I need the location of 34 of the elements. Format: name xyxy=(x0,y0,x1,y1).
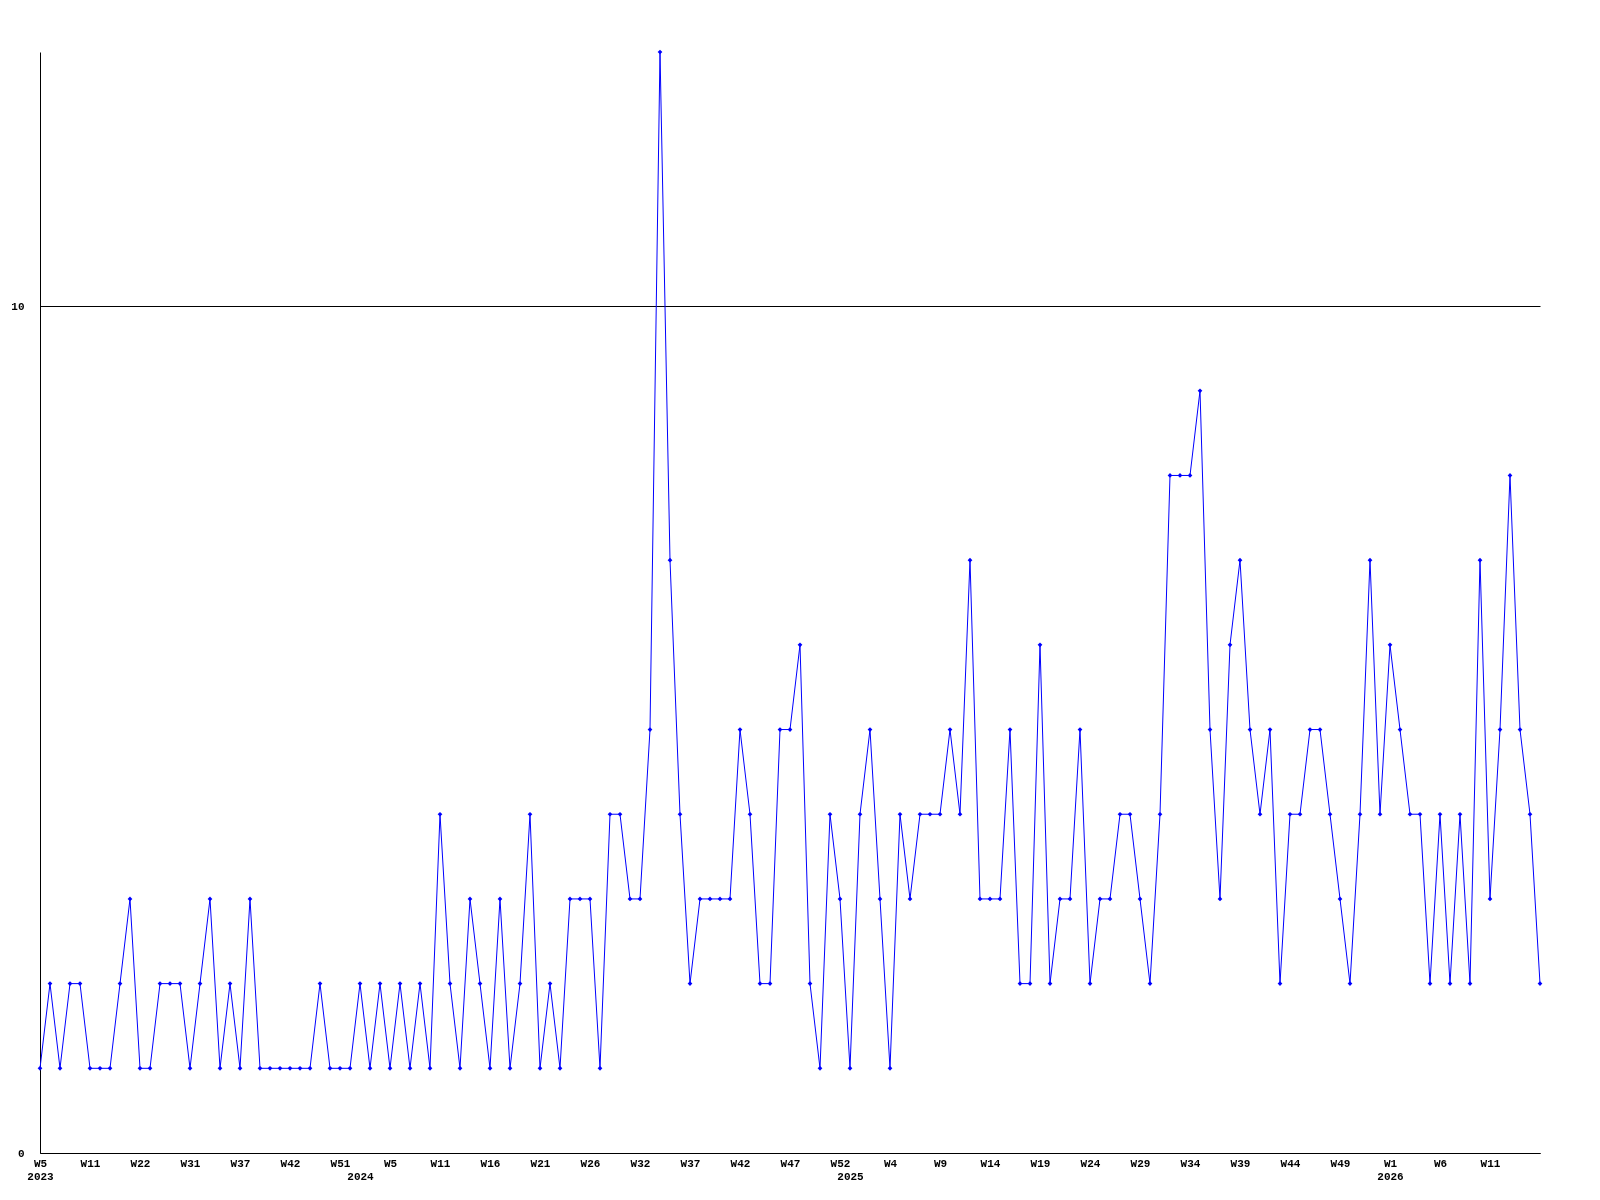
x-tick-label: W37 xyxy=(680,1157,701,1170)
x-tick-label: W29 xyxy=(1130,1157,1151,1170)
x-tick-label: W19 xyxy=(1030,1157,1051,1170)
x-tick-label: W24 xyxy=(1080,1157,1101,1170)
x-tick-label: W5 2023 xyxy=(27,1157,55,1183)
x-tick-label: W52 xyxy=(830,1157,851,1170)
x-tick-label: W34 xyxy=(1180,1157,1201,1170)
x-tick-label: W32 xyxy=(630,1157,651,1170)
y-tick-label: 10 xyxy=(11,300,25,313)
x-tick-label: W42 xyxy=(280,1157,301,1170)
x-tick-label: W44 xyxy=(1280,1157,1301,1170)
y-tick-label: 0 xyxy=(17,1147,25,1160)
x-tick-label: W6 xyxy=(1433,1157,1448,1170)
x-tick-label: W42 xyxy=(730,1157,751,1170)
x-tick-label: W39 xyxy=(1230,1157,1251,1170)
x-tick-label: W11 xyxy=(430,1157,451,1170)
x-tick-label: W37 xyxy=(230,1157,251,1170)
x-tick-label: W5 xyxy=(383,1157,398,1170)
x-tick-label: W26 xyxy=(580,1157,601,1170)
x-tick-label: 2024 xyxy=(347,1170,375,1183)
x-tick-label: W9 xyxy=(933,1157,948,1170)
x-tick-label: W21 xyxy=(530,1157,551,1170)
x-tick-label: W11 xyxy=(80,1157,101,1170)
x-tick-label: W11 xyxy=(1480,1157,1501,1170)
x-tick-label: W1 2026 xyxy=(1377,1157,1404,1183)
x-tick-label: W22 xyxy=(130,1157,151,1170)
x-tick-label: W16 xyxy=(480,1157,501,1170)
x-tick-label: W51 xyxy=(330,1157,351,1170)
x-tick-label: W14 xyxy=(980,1157,1001,1170)
x-tick-label: W49 xyxy=(1330,1157,1351,1170)
x-tick-label: W31 xyxy=(180,1157,201,1170)
x-tick-label: W47 xyxy=(780,1157,801,1170)
x-tick-label: W4 xyxy=(883,1157,898,1170)
x-tick-label: 2025 xyxy=(837,1170,865,1183)
